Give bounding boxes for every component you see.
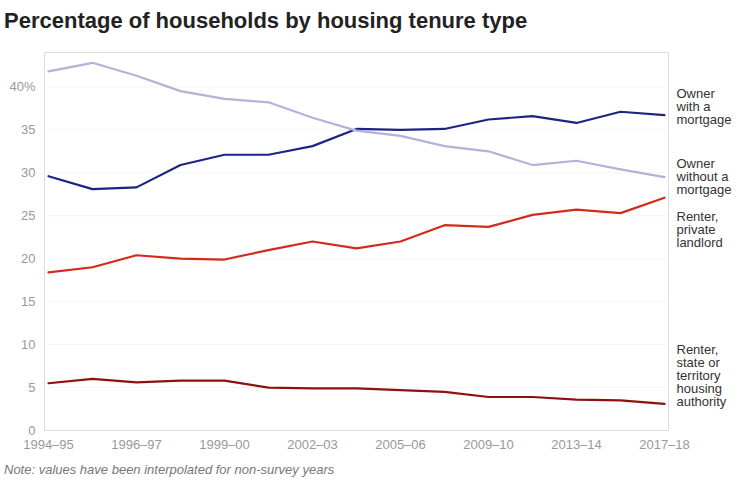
html-text:Percentage of households by ho: Percentage of households by housing tenu… <box>4 8 528 33</box>
svg-text:0: 0 <box>28 423 35 438</box>
svg-text:2017–18: 2017–18 <box>639 437 690 452</box>
svg-text:20: 20 <box>21 251 35 266</box>
svg-text:1999–00: 1999–00 <box>199 437 250 452</box>
svg-text:1994–95: 1994–95 <box>23 437 74 452</box>
svg-text:1996–97: 1996–97 <box>111 437 162 452</box>
svg-text:Renter,privatelandlord: Renter,privatelandlord <box>677 209 723 250</box>
svg-text:2013–14: 2013–14 <box>551 437 602 452</box>
svg-text:30: 30 <box>21 165 35 180</box>
svg-text:2002–03: 2002–03 <box>287 437 338 452</box>
svg-text:2009–10: 2009–10 <box>463 437 514 452</box>
svg-text:5: 5 <box>28 380 35 395</box>
svg-text:25: 25 <box>21 208 35 223</box>
svg-text:2005–06: 2005–06 <box>375 437 426 452</box>
svg-text:40%: 40% <box>9 79 35 94</box>
svg-text:35: 35 <box>21 122 35 137</box>
svg-text:15: 15 <box>21 294 35 309</box>
svg-text:Renter,state orterritoryhousin: Renter,state orterritoryhousingauthority <box>677 342 727 409</box>
svg-text:10: 10 <box>21 337 35 352</box>
svg-text:Ownerwith amortgage: Ownerwith amortgage <box>676 86 732 127</box>
html-text:Note: values have been interpo: Note: values have been interpolated for … <box>4 462 335 477</box>
svg-text:Ownerwithout amortgage: Ownerwithout amortgage <box>676 156 732 197</box>
